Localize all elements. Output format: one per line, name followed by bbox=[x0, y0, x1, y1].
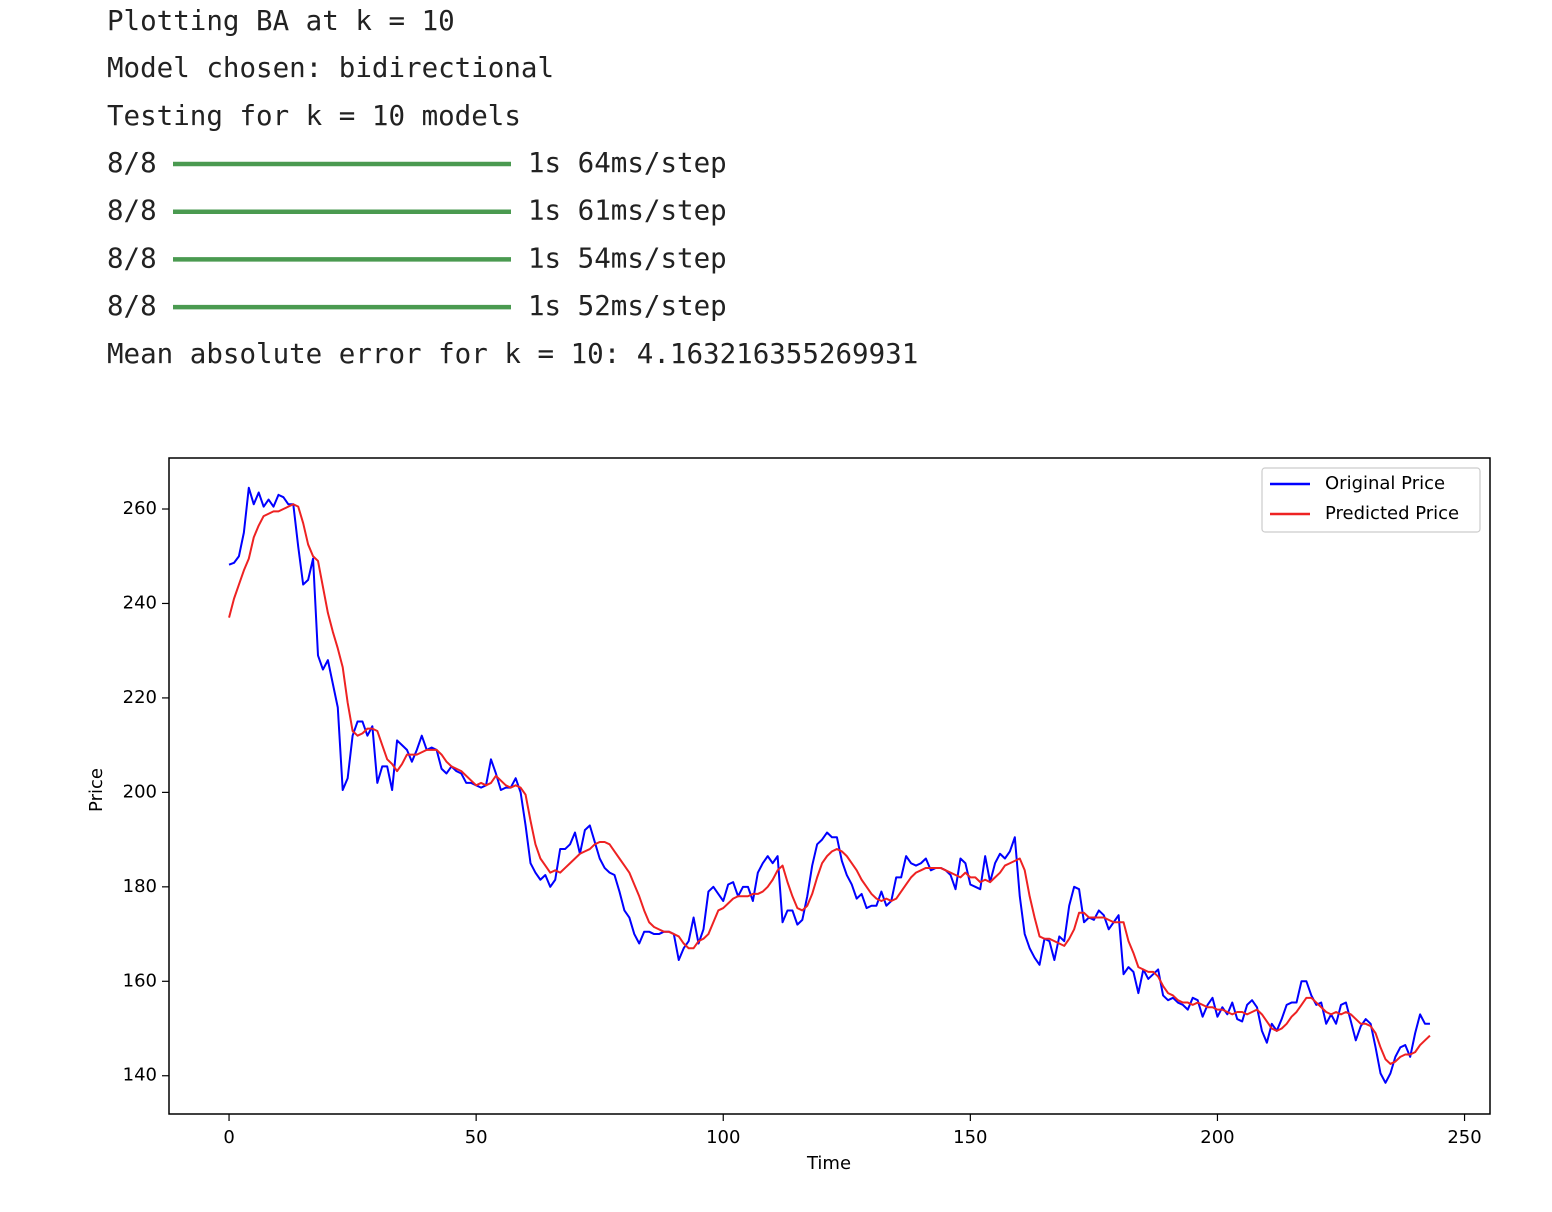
y-tick-label: 200 bbox=[123, 781, 157, 802]
y-tick-label: 240 bbox=[123, 592, 157, 613]
y-tick-label: 220 bbox=[123, 687, 157, 708]
legend-label: Original Price bbox=[1325, 473, 1445, 494]
progress-step: 8/8 bbox=[107, 195, 157, 227]
x-tick-label: 50 bbox=[465, 1127, 488, 1148]
x-tick-label: 0 bbox=[223, 1127, 234, 1148]
series-line bbox=[228, 486, 1430, 1084]
series-line bbox=[228, 503, 1431, 1065]
y-tick-label: 180 bbox=[123, 876, 157, 897]
legend-label: Predicted Price bbox=[1325, 503, 1459, 524]
x-tick-label: 150 bbox=[953, 1127, 987, 1148]
x-tick-label: 200 bbox=[1200, 1127, 1234, 1148]
legend-box bbox=[1261, 467, 1481, 533]
progress-step: 8/8 bbox=[107, 290, 157, 322]
progress-time: 1s 64ms/step bbox=[528, 147, 727, 179]
x-tick-label: 250 bbox=[1447, 1127, 1481, 1148]
progress-time: 1s 61ms/step bbox=[528, 195, 727, 227]
plot-area bbox=[168, 457, 1491, 1115]
console-line: Testing for k = 10 models bbox=[107, 100, 521, 132]
x-tick-label: 100 bbox=[706, 1127, 740, 1148]
console-line: Mean absolute error for k = 10: 4.163216… bbox=[107, 338, 918, 370]
progress-time: 1s 52ms/step bbox=[528, 290, 727, 322]
progress-step: 8/8 bbox=[107, 242, 157, 274]
y-axis-label: Price bbox=[86, 768, 107, 812]
console-line: Plotting BA at k = 10 bbox=[107, 5, 455, 37]
y-tick-label: 160 bbox=[123, 970, 157, 991]
progress-step: 8/8 bbox=[107, 147, 157, 179]
y-tick-label: 260 bbox=[123, 498, 157, 519]
x-axis-label: Time bbox=[806, 1153, 851, 1174]
console-line: Model chosen: bidirectional bbox=[107, 52, 554, 84]
progress-time: 1s 54ms/step bbox=[528, 242, 727, 274]
y-tick-label: 140 bbox=[123, 1065, 157, 1086]
